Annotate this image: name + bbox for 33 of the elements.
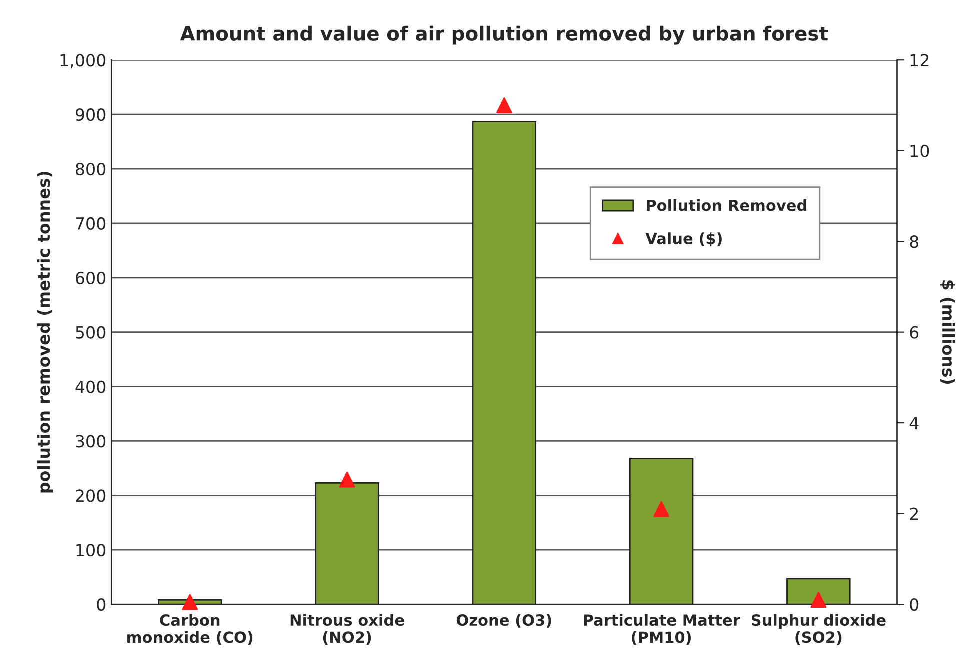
y-tick-label: 700 xyxy=(76,217,106,230)
point xyxy=(496,98,512,114)
y2-tick-label: 10 xyxy=(910,144,930,158)
x-tick-label: Nitrous oxide (NO2) xyxy=(290,614,404,645)
chart-title: Amount and value of air pollution removed by urban forest xyxy=(180,26,828,45)
legend-label: Pollution Removed xyxy=(647,199,806,212)
y2-tick-label: 2 xyxy=(910,508,918,520)
point xyxy=(182,594,198,610)
legend-label: Value ($) xyxy=(646,232,722,246)
x-tick-label: Carbon monoxide (CO) xyxy=(128,614,253,645)
y2-axis-title: $ (millions) xyxy=(940,280,956,384)
y2-tick-label: 0 xyxy=(910,598,919,612)
x-tick-label: Sulphur dioxide (SO2) xyxy=(752,614,886,645)
y2-tick-label: 6 xyxy=(910,326,919,339)
y-tick-label: 200 xyxy=(76,490,106,502)
y-tick-label: 600 xyxy=(76,272,106,284)
y2-tick-label: 4 xyxy=(910,417,919,430)
y-tick-label: 800 xyxy=(76,162,106,176)
x-tick-label: Particulate Matter (PM10) xyxy=(584,614,740,645)
y-tick-label: 100 xyxy=(76,544,106,557)
y-tick-label: 0 xyxy=(97,598,106,612)
point xyxy=(654,501,670,518)
y-tick-label: 400 xyxy=(76,380,106,394)
point xyxy=(810,592,827,608)
y-tick-label: 1,000 xyxy=(60,54,106,68)
y-tick-label: 900 xyxy=(76,108,106,122)
y-tick-label: 500 xyxy=(76,326,106,339)
x-tick-label: Ozone (O3) xyxy=(456,614,552,628)
y2-tick-label: 12 xyxy=(910,54,929,66)
point xyxy=(339,472,356,488)
y2-tick-label: 8 xyxy=(910,236,919,248)
y-tick-label: 300 xyxy=(76,435,106,448)
y-axis-title: pollution removed (metric tonnes) xyxy=(37,172,54,493)
